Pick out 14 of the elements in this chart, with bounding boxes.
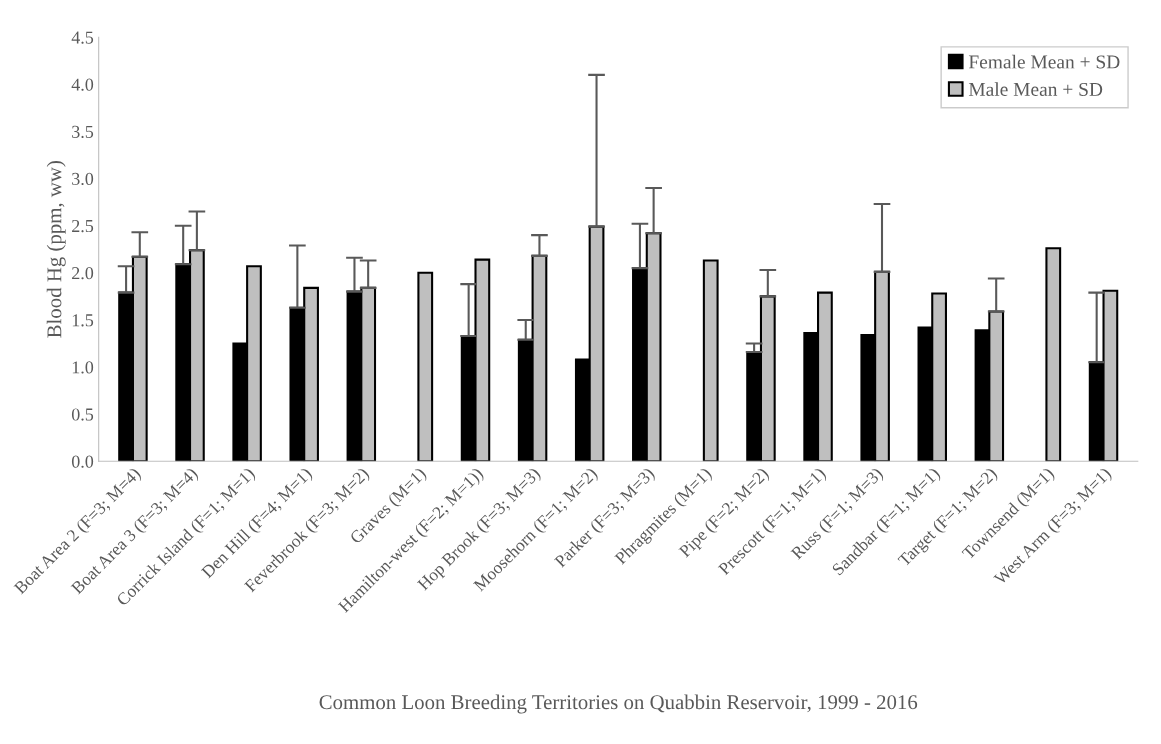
y-tick-label: 2.5 bbox=[72, 219, 94, 233]
y-tick-label: 0.0 bbox=[71, 455, 94, 468]
y-tick-label: 0.5 bbox=[71, 408, 94, 421]
y-tick-label: 1.0 bbox=[72, 361, 94, 374]
y-tick-label: 3.5 bbox=[72, 125, 94, 138]
y-tick-label: 4.5 bbox=[71, 31, 94, 44]
y-tick-label: 3.0 bbox=[72, 172, 94, 186]
y-axis-title: Blood Hg (ppm, ww) bbox=[46, 161, 66, 338]
y-tick-label: 1.5 bbox=[72, 314, 94, 327]
legend-label: Female Mean + SD bbox=[968, 54, 1120, 69]
x-axis-title: Common Loon Breeding Territories on Quabbin Reservoir, 1999 - 2016 bbox=[319, 694, 918, 714]
legend-label: Male Mean + SD bbox=[968, 82, 1103, 96]
y-tick-label: 2.0 bbox=[72, 267, 94, 280]
y-tick-label: 4.0 bbox=[71, 78, 94, 91]
